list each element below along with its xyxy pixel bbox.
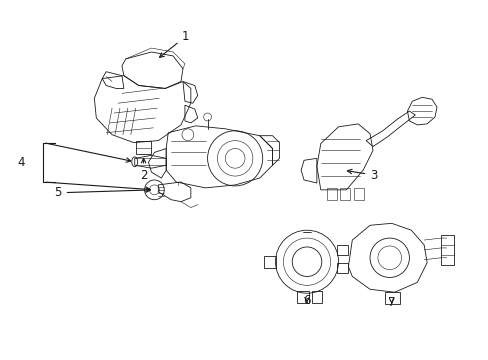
Text: 2: 2 (140, 158, 147, 181)
Text: 4: 4 (18, 156, 25, 169)
Text: 1: 1 (159, 30, 189, 57)
Text: 5: 5 (54, 186, 150, 199)
Text: 3: 3 (346, 168, 377, 181)
Text: 6: 6 (303, 294, 310, 307)
Text: 7: 7 (387, 296, 395, 309)
